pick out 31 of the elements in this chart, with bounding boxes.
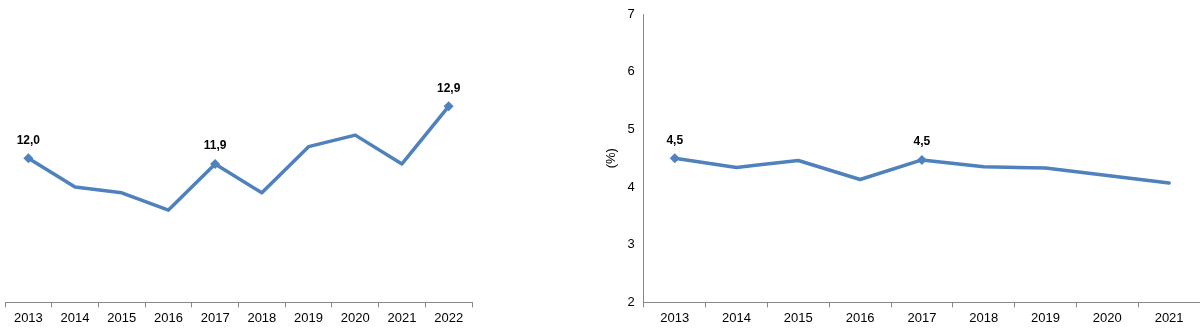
x-tick-label: 2013 xyxy=(13,309,43,325)
data-label: 12,9 xyxy=(436,80,461,95)
x-tick-label: 2016 xyxy=(153,309,183,325)
y-tick-label: 2 xyxy=(627,293,635,309)
x-tick-label: 2013 xyxy=(660,309,690,325)
y-tick-label: 6 xyxy=(627,63,635,79)
x-tick-label: 2018 xyxy=(247,309,277,325)
x-tick-label: 2019 xyxy=(294,309,324,325)
data-label: 4,5 xyxy=(913,134,931,149)
x-tick-label: 2020 xyxy=(1092,309,1122,325)
x-tick-label: 2016 xyxy=(845,309,875,325)
y-tick-label: 7 xyxy=(627,5,635,21)
data-label: 12,0 xyxy=(16,132,41,147)
y-tick-label: 4 xyxy=(627,178,635,194)
data-label: 4,5 xyxy=(666,132,684,147)
x-tick-label: 2015 xyxy=(783,309,813,325)
x-tick-label: 2014 xyxy=(60,309,90,325)
y-tick-label: 5 xyxy=(627,120,635,136)
x-tick-label: 2019 xyxy=(1031,309,1060,325)
x-tick-label: 2015 xyxy=(107,309,137,325)
data-label: 11,9 xyxy=(203,138,227,153)
x-tick-label: 2022 xyxy=(434,309,464,325)
x-tick-label: 2018 xyxy=(969,309,999,325)
x-tick-label: 2021 xyxy=(1154,309,1184,325)
x-tick-label: 2017 xyxy=(200,309,230,325)
y-axis-title: (%) xyxy=(603,148,619,169)
x-tick-label: 2014 xyxy=(722,309,751,325)
x-tick-label: 2021 xyxy=(387,309,417,325)
x-tick-label: 2017 xyxy=(907,309,937,325)
x-tick-label: 2020 xyxy=(340,309,370,325)
y-tick-label: 3 xyxy=(627,236,635,252)
